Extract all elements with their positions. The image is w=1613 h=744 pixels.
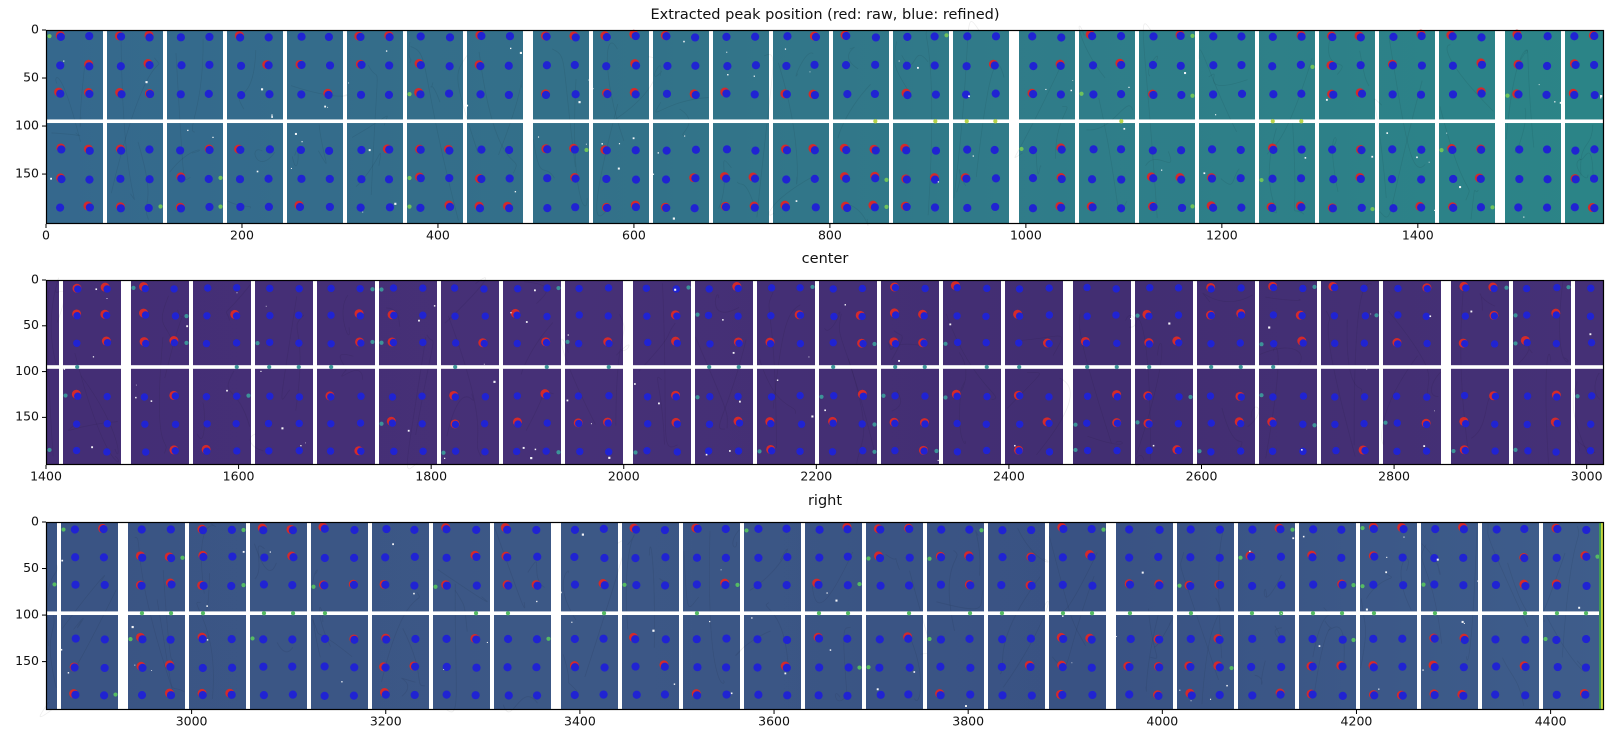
panel-title-left: Extracted peak position (red: raw, blue:… [650, 7, 1000, 23]
panel-title-center: center [801, 251, 849, 267]
panel-title-right: right [807, 493, 843, 509]
